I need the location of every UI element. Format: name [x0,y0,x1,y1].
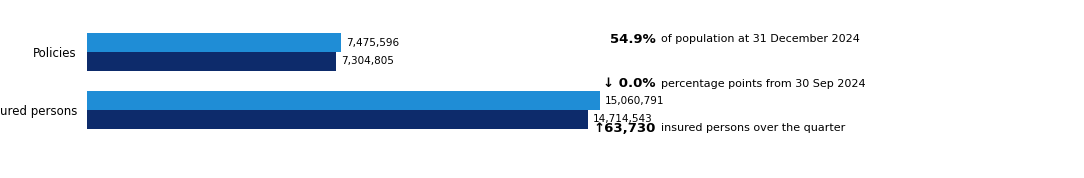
Text: insured persons over the quarter: insured persons over the quarter [661,123,846,133]
Bar [87,52,336,70]
Text: ↓ 0.0%: ↓ 0.0% [604,77,656,90]
Text: 7,304,805: 7,304,805 [340,56,393,66]
Bar [87,91,599,110]
Text: 7,475,596: 7,475,596 [347,38,400,48]
Text: 14,714,543: 14,714,543 [593,114,653,124]
Text: 15,060,791: 15,060,791 [605,96,664,106]
Text: of population at 31 December 2024: of population at 31 December 2024 [661,34,860,44]
Text: 54.9%: 54.9% [610,33,656,46]
Bar [87,33,341,52]
Bar [87,110,589,129]
Text: percentage points from 30 Sep 2024: percentage points from 30 Sep 2024 [661,79,866,89]
Text: ↑63,730: ↑63,730 [593,122,656,135]
